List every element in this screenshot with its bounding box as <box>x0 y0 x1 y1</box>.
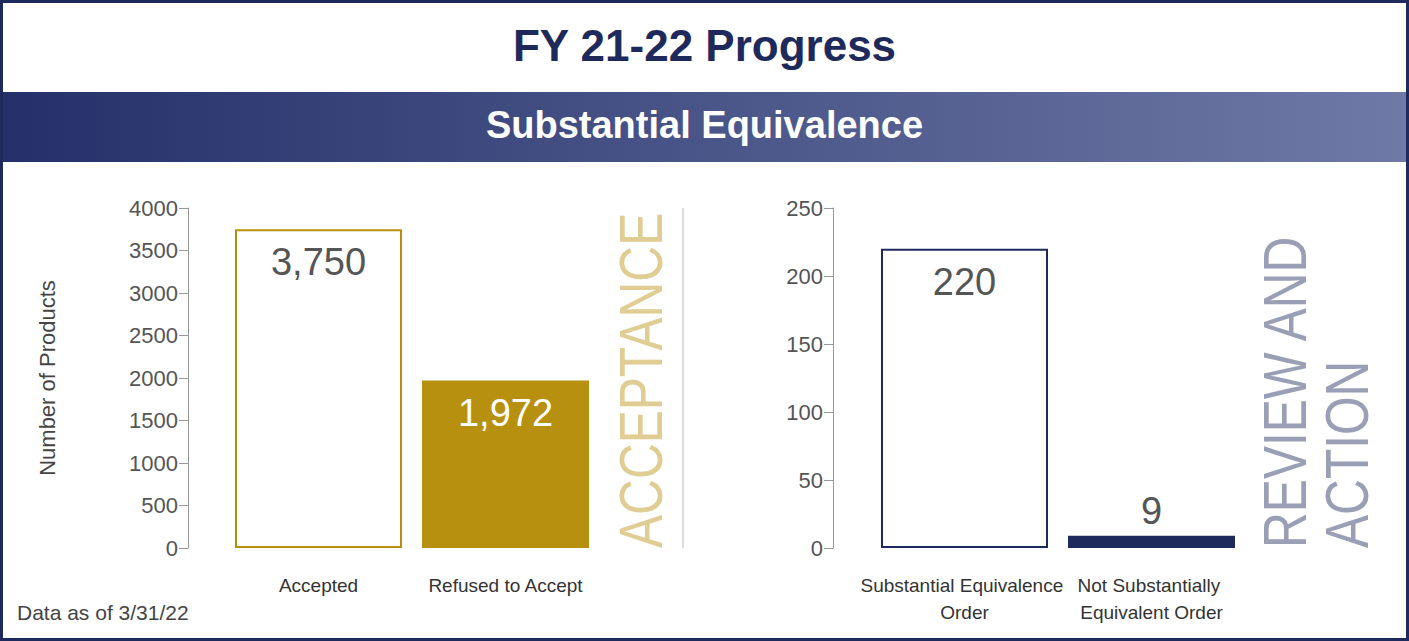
html-text:Substantial Equivalence: Substantial Equivalence <box>485 104 924 146</box>
svg-text:Accepted: Accepted <box>279 575 358 596</box>
svg-text:3,750: 3,750 <box>271 241 366 283</box>
svg-text:Refused to Accept: Refused to Accept <box>428 575 583 596</box>
svg-text:2500: 2500 <box>129 323 178 348</box>
svg-text:Substantial Equivalence: Substantial Equivalence <box>860 575 1068 596</box>
svg-text:1000: 1000 <box>129 451 178 476</box>
svg-text:REVIEW AND: REVIEW AND <box>1249 223 1319 548</box>
html-text:FY 21-22 Progress: FY 21-22 Progress <box>512 21 897 70</box>
svg-text:0: 0 <box>166 536 178 561</box>
svg-text:Number of Products: Number of Products <box>35 280 60 476</box>
svg-text:1,972: 1,972 <box>458 392 553 434</box>
svg-text:3000: 3000 <box>129 281 178 306</box>
html-text:Data as of 3/31/22: Data as of 3/31/22 <box>17 601 189 624</box>
svg-text:50: 50 <box>799 468 823 493</box>
svg-text:Not Substantially: Not Substantially <box>1078 575 1226 596</box>
svg-text:4000: 4000 <box>129 196 178 221</box>
svg-text:Equivalent Order: Equivalent Order <box>1080 602 1223 623</box>
svg-text:ACTION: ACTION <box>1311 361 1381 548</box>
svg-text:200: 200 <box>786 264 823 289</box>
svg-text:0: 0 <box>811 536 823 561</box>
svg-text:9: 9 <box>1141 490 1162 532</box>
svg-text:2000: 2000 <box>129 366 178 391</box>
svg-text:Order: Order <box>940 602 989 623</box>
svg-text:1500: 1500 <box>129 408 178 433</box>
svg-text:250: 250 <box>786 196 823 221</box>
svg-text:220: 220 <box>933 261 996 303</box>
svg-text:3500: 3500 <box>129 238 178 263</box>
svg-text:100: 100 <box>786 400 823 425</box>
svg-text:150: 150 <box>786 332 823 357</box>
svg-text:500: 500 <box>141 493 178 518</box>
svg-text:ACCEPTANCE: ACCEPTANCE <box>605 213 675 548</box>
